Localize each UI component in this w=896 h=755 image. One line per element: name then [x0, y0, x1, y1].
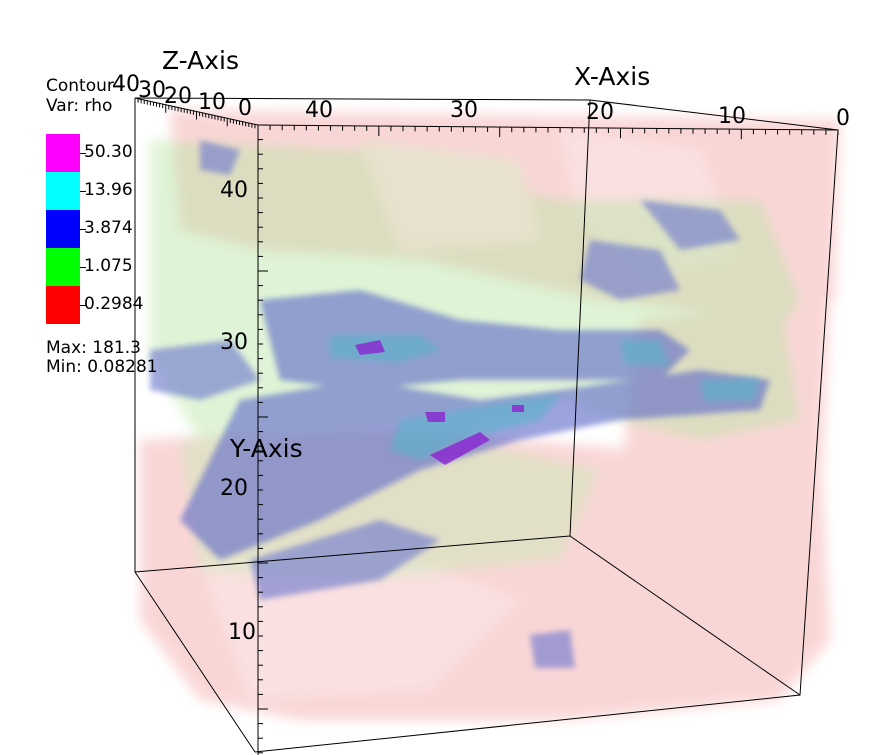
x-axis-tick-label: 40 [305, 98, 333, 123]
legend-swatch [46, 172, 80, 210]
legend-level-label: 1.075 [84, 256, 133, 276]
x-axis-tick-label: 10 [718, 104, 746, 129]
legend-swatch [46, 248, 80, 286]
y-axis-title: Y-Axis [230, 434, 303, 463]
y-axis-tick-label: 10 [228, 620, 256, 645]
legend-swatch [46, 210, 80, 248]
legend-max: Max: 181.3 [46, 338, 141, 358]
x-axis-tick-label: 0 [836, 106, 850, 131]
legend: Contour Var: rho 50.30 13.96 3.874 1.075 0.2… [46, 76, 158, 377]
z-axis-tick-label: 30 [138, 78, 166, 103]
legend-level-label: 3.874 [84, 218, 133, 238]
x-axis-tick-label: 30 [450, 98, 478, 123]
legend-tick [80, 191, 86, 192]
z-axis-tick-label: 20 [164, 84, 192, 109]
legend-tick [80, 153, 86, 154]
legend-level-label: 50.30 [84, 142, 133, 162]
legend-tick [80, 229, 86, 230]
z-axis-tick-label: 10 [198, 90, 226, 115]
x-axis-title: X-Axis [574, 62, 651, 91]
y-axis-tick-label: 20 [220, 476, 248, 501]
legend-level-label: 13.96 [84, 180, 133, 200]
legend-variable: Var: rho [46, 96, 113, 116]
x-axis-tick-label: 20 [586, 100, 614, 125]
isosurface-blue [150, 140, 770, 668]
legend-level-label: 0.2984 [84, 294, 144, 314]
z-axis-tick-label: 40 [112, 72, 140, 97]
legend-tick [80, 267, 86, 268]
z-axis-title: Z-Axis [162, 46, 240, 75]
legend-tick [80, 305, 86, 306]
y-axis-tick-label: 40 [220, 178, 248, 203]
legend-swatch [46, 134, 80, 172]
legend-swatch [46, 286, 80, 324]
legend-minmax: Max: 181.3 Min: 0.08281 [46, 339, 158, 377]
z-axis-tick-label: 0 [238, 96, 252, 121]
legend-min: Min: 0.08281 [46, 357, 158, 377]
axis-tick-marks [134, 98, 839, 754]
y-axis-tick-label: 30 [220, 330, 248, 355]
isosurface-magenta [355, 340, 524, 465]
legend-title: Contour [46, 76, 114, 96]
